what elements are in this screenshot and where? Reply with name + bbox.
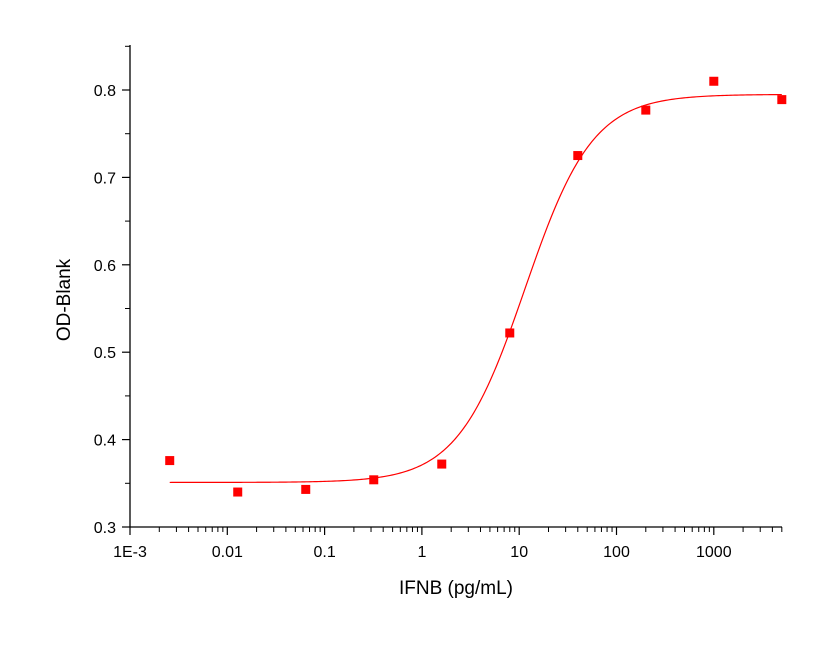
x-tick-label: 10 bbox=[510, 544, 528, 561]
y-axis-title: OD-Blank bbox=[54, 258, 75, 341]
x-axis-title: IFNB (pg/mL) bbox=[399, 578, 513, 599]
data-point bbox=[573, 151, 583, 161]
data-point bbox=[233, 487, 243, 497]
x-tick-label: 1E-3 bbox=[113, 544, 147, 561]
data-points-layer bbox=[165, 76, 787, 497]
data-point bbox=[369, 475, 379, 485]
data-point bbox=[777, 95, 787, 105]
data-point bbox=[641, 105, 651, 115]
x-tick-label: 1 bbox=[417, 544, 426, 561]
y-tick-label: 0.5 bbox=[94, 345, 116, 362]
data-point bbox=[165, 456, 175, 466]
ticks: 1E-3 0.01 0.1 1 10 100 1000 0.3 0.4 0.5 0.6 0.7 0.8 bbox=[94, 45, 783, 561]
x-tick-label: 0.1 bbox=[313, 544, 335, 561]
fit-curve-layer bbox=[169, 93, 782, 484]
x-tick-label: 100 bbox=[603, 544, 630, 561]
y-tick-label: 0.4 bbox=[94, 433, 116, 450]
data-point bbox=[709, 76, 719, 86]
y-tick-label: 0.8 bbox=[94, 83, 116, 100]
y-tick-label: 0.6 bbox=[94, 258, 116, 275]
y-tick-label: 0.7 bbox=[94, 170, 116, 187]
fit-curve bbox=[169, 93, 782, 484]
y-tick-label: 0.3 bbox=[94, 520, 116, 537]
axes bbox=[129, 45, 782, 528]
data-point bbox=[437, 459, 447, 469]
data-point bbox=[505, 328, 515, 338]
data-point bbox=[301, 484, 311, 494]
x-tick-label: 0.01 bbox=[212, 544, 243, 561]
x-tick-label: 1000 bbox=[696, 544, 732, 561]
